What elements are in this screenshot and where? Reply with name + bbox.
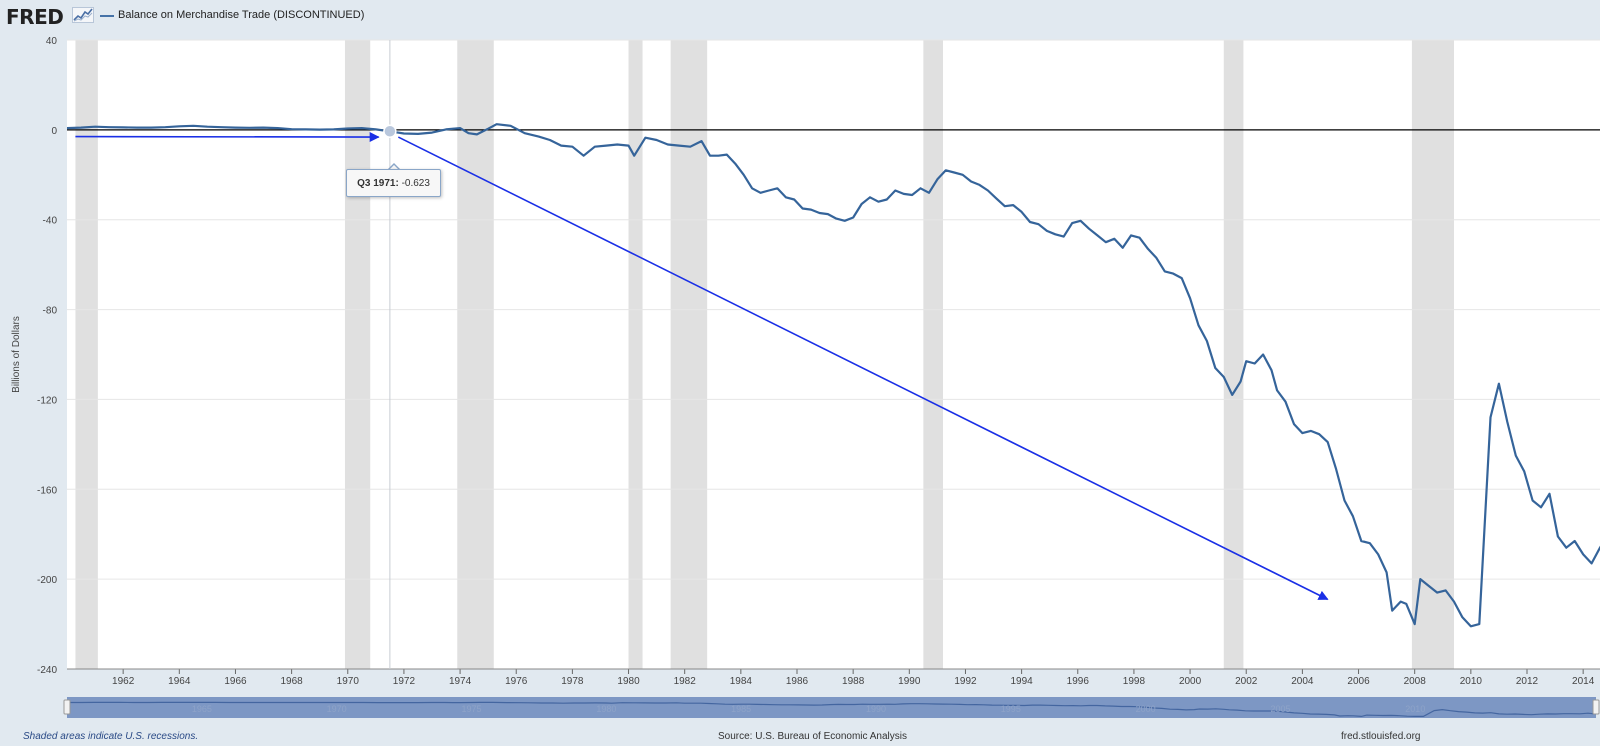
y-tick-label: -40 [43, 216, 58, 227]
x-tick-label: 1996 [1067, 676, 1090, 687]
y-tick-label: -200 [37, 575, 57, 586]
x-tick-label: 2014 [1572, 676, 1595, 687]
recession-band-3 [628, 40, 643, 669]
plot-background [67, 40, 1600, 669]
series-group [67, 123, 1600, 628]
x-tick-label: 1974 [449, 676, 472, 687]
navigator-year-label: 2000 [1136, 704, 1156, 714]
navigator-handle-left[interactable] [63, 699, 71, 715]
x-tick-label: 1966 [224, 676, 247, 687]
x-tick-label: 1982 [674, 676, 697, 687]
recession-band-6 [1223, 40, 1244, 669]
recession-band-7 [1411, 40, 1454, 669]
navigator-year-label: 1985 [731, 704, 751, 714]
source-note[interactable]: Source: U.S. Bureau of Economic Analysis [718, 731, 907, 742]
y-tick-label: -160 [37, 485, 57, 496]
tooltip-value: -0.623 [401, 178, 430, 189]
annotation-arrow-diagonal [397, 136, 1329, 601]
recession-band-4 [670, 40, 708, 669]
hover-point-marker [383, 124, 397, 139]
x-tick-label: 1992 [954, 676, 977, 687]
x-tick-label: 1972 [393, 676, 416, 687]
navigator-year-label: 1965 [192, 704, 212, 714]
x-tick-label: 1984 [730, 676, 753, 687]
x-tick-label: 1978 [561, 676, 584, 687]
tooltip-pointer-fill [389, 165, 399, 170]
recession-note: Shaded areas indicate U.S. recessions. [23, 731, 199, 742]
x-tick-label: 2006 [1347, 676, 1370, 687]
navigator-year-label: 1990 [866, 704, 886, 714]
x-tick-label: 1970 [337, 676, 360, 687]
recession-band-5 [923, 40, 943, 669]
x-tick-label: 2012 [1516, 676, 1539, 687]
x-tick-label: 2010 [1460, 676, 1483, 687]
legend-line-swatch [100, 15, 114, 17]
recession-band-2 [457, 40, 494, 669]
navigator-year-label: 2005 [1270, 704, 1290, 714]
navigator-series-line [67, 701, 1597, 718]
x-tick-label: 2002 [1235, 676, 1258, 687]
fred-logo[interactable]: FRED [6, 5, 64, 29]
x-tick-label: 1998 [1123, 676, 1146, 687]
x-tick-label: 2004 [1291, 676, 1314, 687]
x-tick-label: 2000 [1179, 676, 1202, 687]
x-tick-label: 1962 [112, 676, 135, 687]
point-tooltip: Q3 1971: -0.623 [346, 169, 441, 197]
y-tick-label: 40 [46, 36, 58, 47]
x-tick-label: 1986 [786, 676, 809, 687]
y-axis-label: Billions of Dollars [11, 316, 22, 393]
navigator-year-label: 1975 [461, 704, 481, 714]
x-tick-label: 1980 [617, 676, 640, 687]
line-chart-icon [72, 7, 94, 23]
x-tick-label: 1988 [842, 676, 865, 687]
recession-band-1 [344, 40, 371, 669]
navigator-year-label: 1970 [327, 704, 347, 714]
tooltip-label: Q3 1971: [357, 178, 399, 189]
navigator-handle-right[interactable] [1592, 699, 1600, 715]
navigator-year-label: 1980 [596, 704, 616, 714]
y-tick-label: -120 [37, 395, 57, 406]
x-tick-label: 1990 [898, 676, 921, 687]
site-link[interactable]: fred.stlouisfed.org [1341, 731, 1421, 742]
y-tick-label: 0 [51, 126, 57, 137]
x-tick-label: 2008 [1404, 676, 1427, 687]
x-tick-label: 1968 [280, 676, 303, 687]
chart-header: FRED Balance on Merchandise Trade (DISCO… [0, 0, 1600, 32]
x-tick-label: 1964 [168, 676, 191, 687]
x-tick-label: 1994 [1010, 676, 1033, 687]
x-tick-label: 1976 [505, 676, 528, 687]
y-tick-label: -240 [37, 665, 57, 676]
legend-series-label[interactable]: Balance on Merchandise Trade (DISCONTINU… [118, 9, 365, 21]
recession-band-0 [75, 40, 98, 669]
navigator-year-label: 1995 [1001, 704, 1021, 714]
series-line [67, 123, 1600, 628]
navigator-year-label: 2010 [1405, 704, 1425, 714]
y-tick-label: -80 [43, 306, 58, 317]
